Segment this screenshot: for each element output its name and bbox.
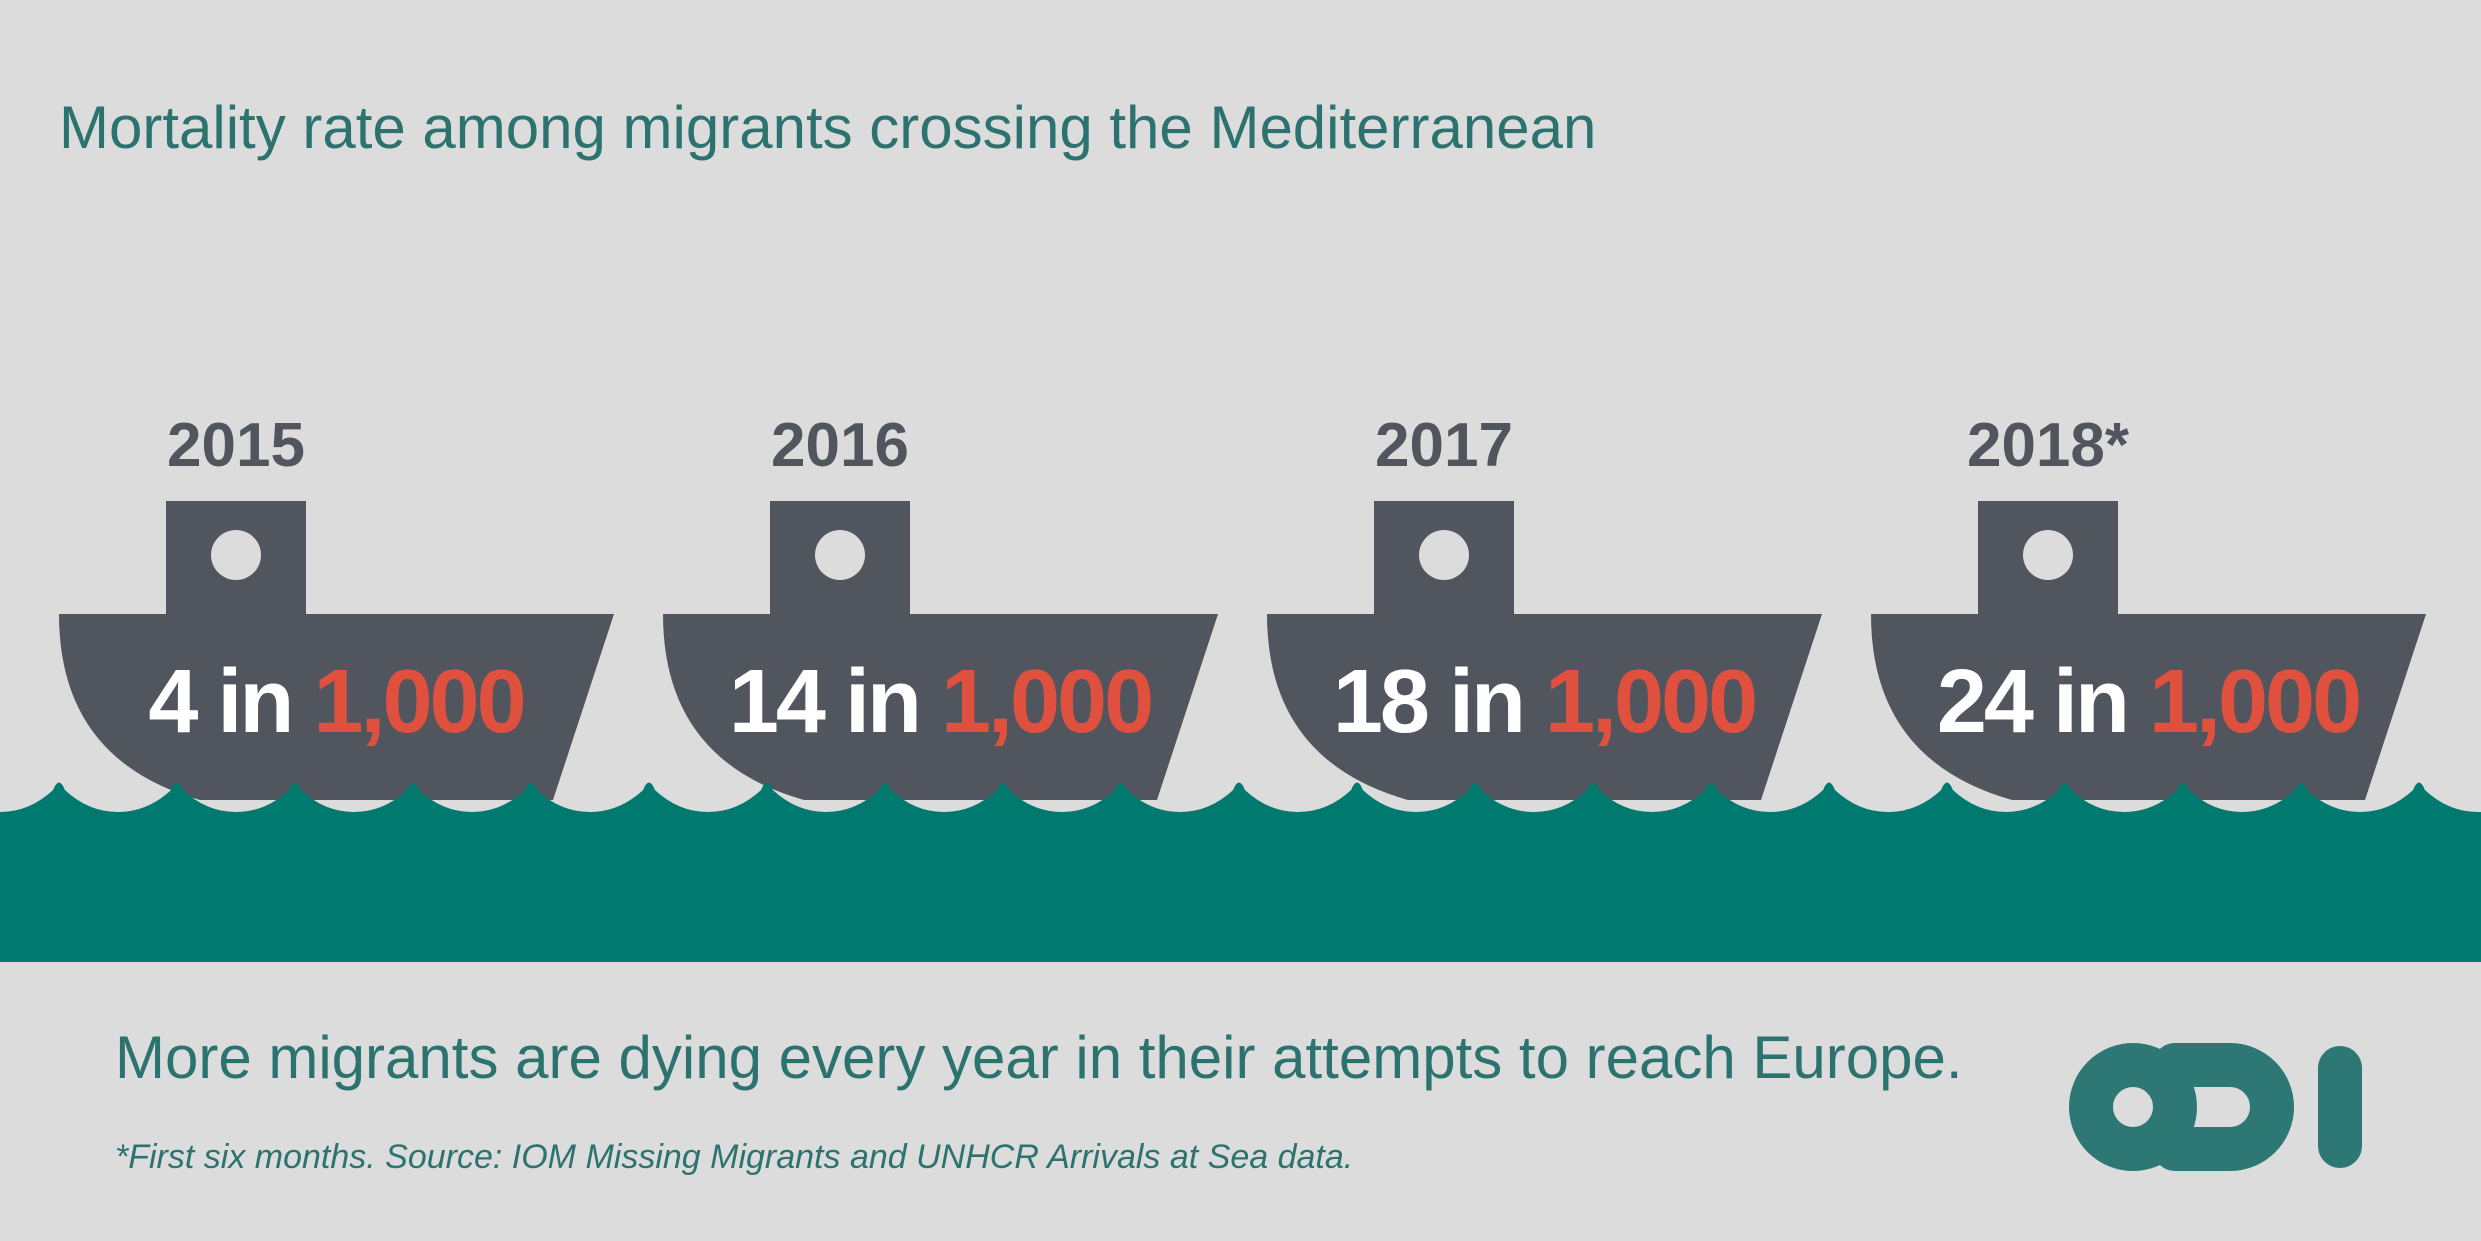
rate-label: 18 in 1,000 xyxy=(1333,652,1755,752)
connector: in xyxy=(217,652,291,752)
year: 2015 xyxy=(167,411,305,480)
porthole xyxy=(211,530,261,580)
porthole xyxy=(2023,530,2073,580)
gap xyxy=(1523,652,1545,752)
gap xyxy=(2031,652,2053,752)
connector: in xyxy=(1449,652,1523,752)
year: 2018* xyxy=(1967,411,2130,480)
rate-label: 14 in 1,000 xyxy=(729,652,1151,752)
boats: 2015 2016 2017 2018* xyxy=(59,411,2426,800)
gap xyxy=(919,652,941,752)
porthole xyxy=(1419,530,1469,580)
base: 1,000 xyxy=(2149,652,2359,752)
logo xyxy=(2069,1043,2362,1171)
year: 2016 xyxy=(771,411,909,480)
rate-label: 24 in 1,000 xyxy=(1937,652,2359,752)
rate: 18 xyxy=(1333,652,1428,752)
gap xyxy=(823,652,845,752)
hull xyxy=(1871,614,2426,800)
gap xyxy=(2127,652,2149,752)
rate: 4 xyxy=(148,652,198,752)
logo-o xyxy=(2069,1043,2197,1171)
gap xyxy=(195,652,217,752)
porthole xyxy=(815,530,865,580)
hull xyxy=(663,614,1218,800)
base: 1,000 xyxy=(941,652,1151,752)
logo-d xyxy=(2153,1043,2294,1171)
gap xyxy=(1427,652,1449,752)
water xyxy=(0,783,2481,963)
message: More migrants are dying every year in th… xyxy=(115,1024,1963,1091)
connector: in xyxy=(2053,652,2127,752)
rate: 24 xyxy=(1937,652,2034,752)
rate: 14 xyxy=(729,652,826,752)
hull xyxy=(59,614,614,800)
connector: in xyxy=(845,652,919,752)
hull xyxy=(1267,614,1822,800)
footnote: *First six months. Source: IOM Missing M… xyxy=(115,1138,1353,1176)
title: Mortality rate among migrants crossing t… xyxy=(59,94,1596,161)
base: 1,000 xyxy=(1545,652,1755,752)
rate-labels: 4 in 1,000 14 in 1,000 18 in 1,000 24 in 1,… xyxy=(148,652,2362,752)
base: 1,000 xyxy=(313,652,523,752)
gap xyxy=(291,652,313,752)
rate-label: 4 in 1,000 xyxy=(148,652,523,752)
year: 2017 xyxy=(1375,411,1513,480)
